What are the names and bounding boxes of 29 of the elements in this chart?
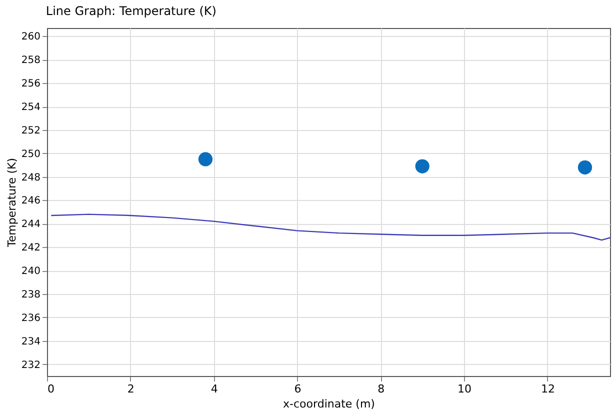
line-series (50, 214, 610, 241)
y-tick-label: 248 (21, 172, 40, 184)
y-tick-label: 258 (21, 55, 40, 66)
y-tick-label: 232 (21, 360, 40, 371)
x-tick-label: 0 (48, 382, 54, 396)
y-tick-label: 260 (21, 32, 40, 43)
y-tick-label: 240 (21, 266, 40, 278)
y-tick-label: 236 (21, 312, 40, 324)
x-tick-label: 8 (378, 382, 385, 396)
y-tick-label: 244 (21, 219, 40, 230)
y-axis-title: Temperature (K) (5, 158, 18, 248)
x-tick-label: 10 (458, 382, 472, 396)
y-tick-label: 242 (21, 242, 40, 254)
y-tick-label: 234 (21, 336, 40, 348)
x-tick-label: 4 (210, 382, 218, 396)
y-tick-label: 246 (21, 196, 40, 207)
chart-title: Line Graph: Temperature (K) (46, 4, 216, 18)
point (415, 159, 430, 174)
y-tick-label: 238 (21, 289, 40, 300)
y-tick-label: 252 (21, 125, 40, 136)
point (198, 152, 213, 166)
x-tick-label: 12 (540, 382, 555, 396)
y-tick-label: 256 (21, 78, 40, 90)
y-tick-label: 250 (21, 148, 40, 160)
x-axis-title: x-coordinate (m) (283, 398, 375, 410)
x-tick-label: 6 (294, 382, 302, 396)
y-tick-label: 254 (21, 102, 40, 114)
x-tick-label: 2 (127, 382, 134, 396)
point (578, 160, 592, 174)
